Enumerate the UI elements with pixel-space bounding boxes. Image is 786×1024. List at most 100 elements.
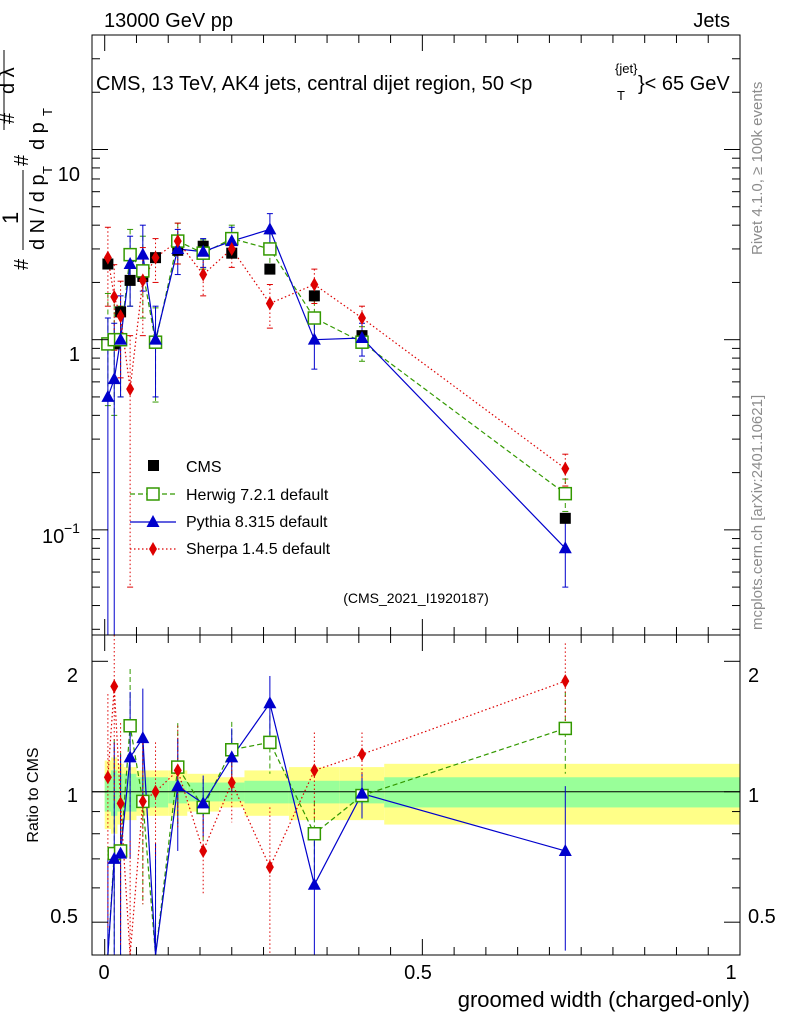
data-point-pythia	[149, 332, 163, 345]
ylabel-one: 1	[0, 212, 23, 224]
data-point-pythia	[123, 256, 137, 269]
data-point-pythia	[225, 234, 239, 247]
ratio-point-pythia	[114, 846, 128, 859]
ratio-point-sherpa	[227, 775, 236, 790]
ratio-point-pythia	[136, 731, 150, 744]
ratio-point-sherpa	[265, 860, 274, 875]
ylabel-d: d	[0, 83, 3, 94]
ratio-point-herwig	[558, 721, 573, 736]
ratio-line-herwig	[107, 725, 566, 956]
data-point-pythia	[558, 541, 572, 554]
ratio-point-pythia	[225, 750, 239, 763]
data-point-cms	[264, 263, 276, 275]
ylabel-hash-3: #	[0, 112, 19, 124]
data-point-pythia	[107, 372, 121, 385]
ytick-label-0.1-exp: −1	[64, 520, 80, 536]
data-point-cms	[559, 512, 571, 524]
legend: CMS Herwig 7.2.1 default Pythia 8.315 de…	[130, 459, 331, 558]
ratio-band-stat	[104, 773, 112, 812]
data-point-pythia	[136, 247, 150, 260]
ratio-point-pythia	[558, 843, 572, 856]
title-end: }< 65 GeV	[638, 73, 730, 95]
ylabel-denominator: d N / d p	[27, 174, 49, 250]
legend-marker-pythia	[146, 515, 160, 527]
data-point-sherpa	[227, 241, 236, 256]
ratio-tick-right-2: 2	[748, 665, 759, 687]
legend-entry-cms: CMS	[148, 459, 222, 476]
ratio-point-sherpa	[561, 674, 570, 689]
ratio-point-pythia	[355, 786, 369, 799]
data-point-pythia	[263, 222, 277, 235]
ratio-tick-right-0.5: 0.5	[748, 906, 776, 928]
data-point-pythia	[101, 389, 115, 402]
side-rivet-label: Rivet 4.1.0, ≥ 100k events	[749, 82, 766, 255]
data-point-sherpa	[173, 234, 182, 249]
data-point-sherpa	[116, 309, 125, 324]
data-point-cms	[124, 274, 136, 286]
legend-entry-pythia: Pythia 8.315 default	[130, 514, 328, 531]
data-point-sherpa	[265, 296, 274, 311]
ratio-point-herwig	[263, 735, 277, 750]
ylabel-denominator-sub: T	[40, 166, 55, 174]
xtick-label-0.5: 0.5	[404, 962, 432, 984]
data-point-pythia	[114, 332, 128, 345]
data-point-sherpa	[138, 273, 147, 288]
ratio-point-sherpa	[116, 796, 125, 811]
series-line-herwig	[107, 237, 566, 495]
ylabel-hash-1: #	[11, 258, 33, 270]
ratio-tick-left-0.5: 0.5	[50, 906, 78, 928]
data-point-herwig	[558, 486, 573, 501]
data-point-pythia	[355, 331, 369, 344]
ratio-point-sherpa	[151, 784, 160, 799]
ratio-point-sherpa	[358, 747, 366, 762]
x-axis-label: groomed width (charged-only)	[458, 987, 750, 1012]
main-panel	[91, 34, 741, 651]
ylabel-hash-2: #	[11, 154, 33, 166]
data-point-sherpa	[126, 382, 135, 397]
ratio-point-pythia	[307, 877, 321, 890]
y-axis-label: # 1 d N / d p T # d p T d 2 N # d λ	[0, 50, 55, 270]
ytick-label-10: 10	[58, 164, 80, 186]
legend-marker-sherpa	[149, 542, 157, 556]
ytick-label-0.1: 10 −1	[42, 520, 80, 548]
ratio-point-pythia	[196, 796, 210, 809]
side-mcplots-label: mcplots.cern.ch [arXiv:2401.10621]	[749, 395, 766, 630]
ratio-point-pythia	[263, 696, 277, 709]
ratio-frame	[91, 634, 741, 956]
energy-label: 13000 GeV pp	[104, 10, 233, 32]
ratio-point-herwig	[123, 719, 137, 733]
data-point-sherpa	[310, 277, 319, 292]
ratio-point-sherpa	[110, 679, 119, 694]
legend-label-sherpa: Sherpa 1.4.5 default	[186, 541, 331, 558]
data-point-sherpa	[103, 250, 112, 265]
ratio-panel	[91, 634, 741, 956]
ratio-y-label: Ratio to CMS	[25, 747, 42, 842]
ratio-point-pythia	[171, 779, 185, 792]
legend-entry-sherpa: Sherpa 1.4.5 default	[130, 541, 331, 558]
data-point-pythia	[307, 332, 321, 345]
data-point-herwig	[263, 242, 277, 256]
ratio-point-sherpa	[138, 794, 147, 809]
data-point-herwig	[307, 311, 322, 325]
data-point-sherpa	[199, 267, 208, 282]
title-subscript: T	[617, 88, 625, 103]
data-point-sherpa	[151, 250, 160, 265]
legend-label-pythia: Pythia 8.315 default	[186, 514, 328, 531]
chart-title: CMS, 13 TeV, AK4 jets, central dijet reg…	[96, 61, 730, 103]
legend-marker-cms	[148, 460, 159, 471]
analysis-id: (CMS_2021_I1920187)	[343, 590, 489, 606]
title-main: CMS, 13 TeV, AK4 jets, central dijet reg…	[96, 73, 532, 95]
legend-marker-herwig	[146, 487, 160, 501]
ratio-point-sherpa	[103, 770, 112, 785]
ratio-point-sherpa	[310, 763, 319, 778]
data-point-cms	[308, 290, 320, 302]
data-point-sherpa	[561, 461, 570, 476]
ytick-label-0.1-base: 10	[42, 526, 64, 548]
ratio-tick-left-1: 1	[67, 785, 78, 807]
ratio-line-pythia	[107, 701, 566, 956]
ytick-label-1: 1	[69, 344, 80, 366]
ratio-point-herwig	[307, 826, 322, 841]
ratio-tick-left-2: 2	[67, 665, 78, 687]
xtick-label-1: 1	[725, 962, 736, 984]
